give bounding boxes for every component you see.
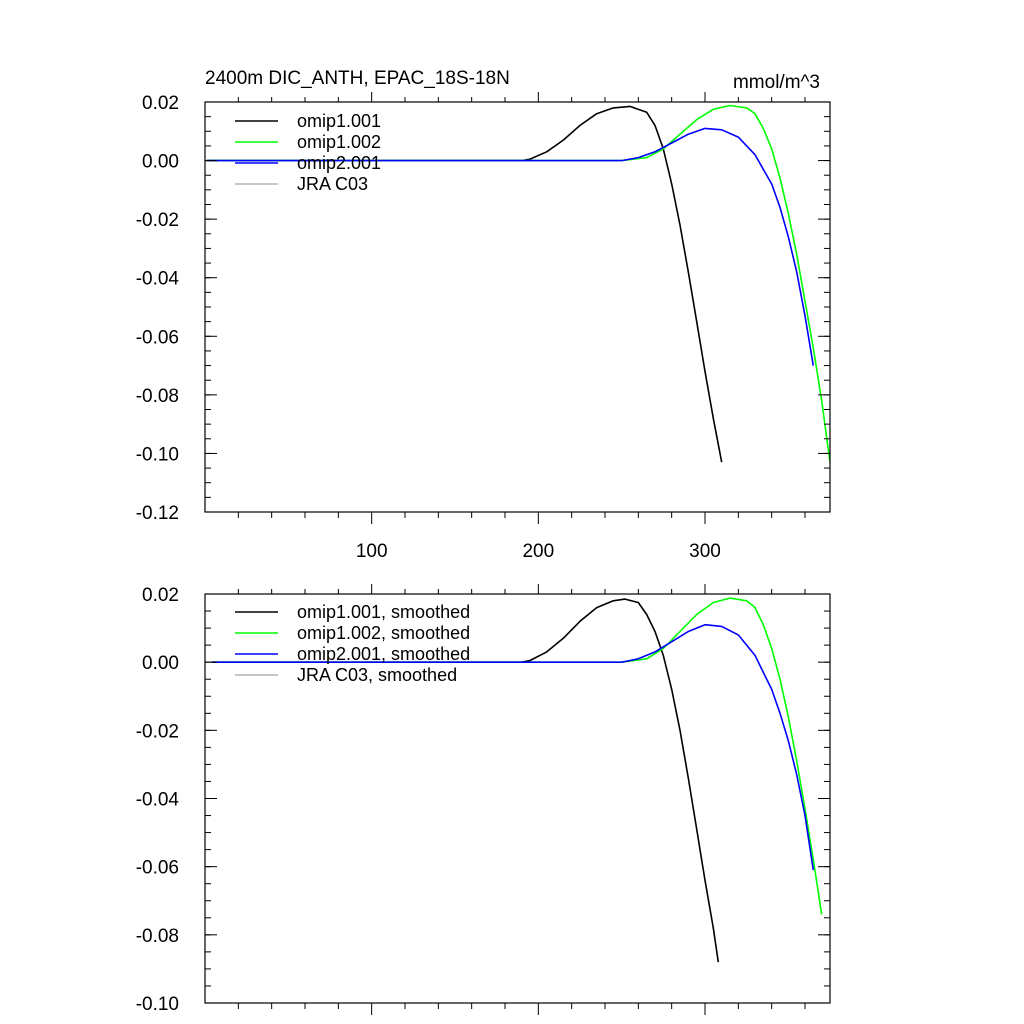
y-tick-label: -0.10	[136, 444, 179, 465]
series-line-0	[211, 598, 720, 963]
legend-label-1: omip1.002, smoothed	[297, 623, 470, 643]
series-lines	[206, 104, 830, 463]
legend-label-2: omip2.001, smoothed	[297, 644, 470, 664]
chart-title: 2400m DIC_ANTH, EPAC_18S-18N	[205, 68, 510, 89]
y-tick-label: -0.02	[136, 721, 179, 742]
x-tick-label: 100	[356, 541, 388, 562]
y-tick-label: -0.04	[136, 790, 180, 811]
y-tick-label: -0.06	[136, 327, 179, 348]
y-tick-label: 0.00	[142, 152, 179, 173]
legend-label-3: JRA C03, smoothed	[297, 665, 457, 685]
legend-label-3: JRA C03	[297, 174, 368, 194]
x-tick-label: 200	[522, 541, 554, 562]
legend-label-0: omip1.001, smoothed	[297, 602, 470, 622]
y-tick-label: -0.04	[136, 269, 180, 290]
legend-label-1: omip1.002	[297, 132, 381, 152]
y-tick-label: 0.00	[142, 653, 179, 674]
y-tick-label: 0.02	[142, 585, 179, 606]
y-tick-label: 0.02	[142, 93, 179, 114]
series-line-1	[206, 104, 830, 463]
series-line-0	[206, 105, 723, 463]
series-line-1	[211, 597, 823, 915]
y-tick-label: -0.08	[136, 386, 179, 407]
bottom-panel: 0.02 0.00 -0.02 -0.04 -0.06 -0.08 -0.10 omip1.0…	[136, 584, 831, 1015]
y-tick-label: -0.06	[136, 858, 179, 879]
legend-label-0: omip1.001	[297, 111, 381, 131]
units-label: mmol/m^3	[733, 72, 820, 93]
series-lines	[211, 597, 823, 963]
y-tick-label: -0.02	[136, 210, 179, 231]
series-line-2	[206, 127, 815, 366]
y-tick-label: -0.08	[136, 926, 179, 947]
legend-label-2: omip2.001	[297, 153, 381, 173]
top-panel: 2400m DIC_ANTH, EPAC_18S-18N mmol/m^3 0.02…	[136, 68, 831, 562]
series-line-2	[211, 623, 815, 871]
y-tick-label: -0.12	[136, 503, 179, 524]
x-tick-label: 300	[689, 541, 721, 562]
y-tick-label: -0.10	[136, 994, 179, 1015]
